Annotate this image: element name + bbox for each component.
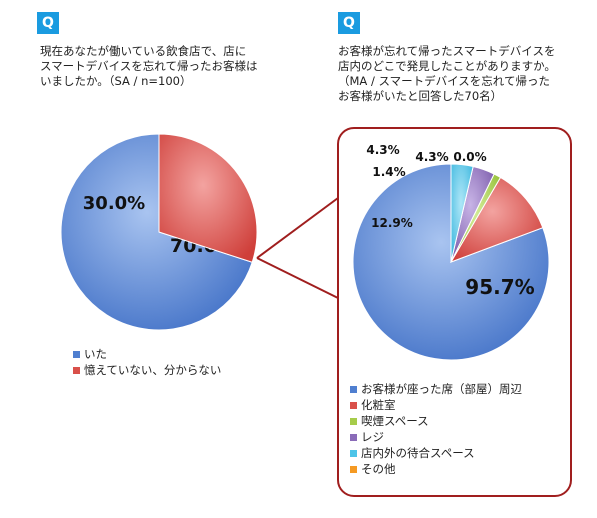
- legend-label: レジ: [361, 430, 384, 444]
- legend-item-1-3: レジ: [350, 429, 522, 445]
- legend-label: お客様が座った席（部屋）周辺: [361, 382, 522, 396]
- pie-label-1-1: 12.9%: [371, 216, 413, 230]
- legend-right: お客様が座った席（部屋）周辺 化粧室喫煙スペース レジ店内外の待合スペース その他: [350, 381, 522, 477]
- legend-item-0-0: いた: [73, 346, 221, 362]
- legend-label: いた: [84, 347, 107, 361]
- pie-label-1-4: 4.3%: [415, 150, 448, 164]
- legend-swatch: [350, 385, 357, 393]
- pie-label-0-1: 30.0%: [83, 193, 145, 214]
- legend-label: 化粧室: [361, 398, 396, 412]
- legend-label: 憶えていない、分からない: [84, 363, 222, 377]
- pie-slice-1-4: [450, 163, 474, 263]
- pie-label-1-5: 0.0%: [453, 150, 486, 164]
- legend-swatch: [350, 401, 357, 409]
- callout-connector-bottom: [256, 257, 339, 299]
- legend-item-1-5: その他: [350, 461, 522, 477]
- legend-item-1-4: 店内外の待合スペース: [350, 445, 522, 461]
- question-badge-left: Q: [37, 12, 59, 34]
- legend-swatch: [350, 417, 357, 425]
- question-text-right: お客様が忘れて帰ったスマートデバイスを 店内のどこで発見したことがありますか。 …: [338, 44, 556, 103]
- pie-label-1-0: 95.7%: [465, 275, 534, 299]
- callout-box: [337, 127, 572, 497]
- legend-item-0-1: 憶えていない、分からない: [73, 362, 221, 378]
- legend-item-1-1: 化粧室: [350, 397, 522, 413]
- legend-swatch: [73, 350, 80, 358]
- pie-slice-1-1: [449, 176, 544, 263]
- legend-label: 喫煙スペース: [361, 414, 429, 428]
- legend-swatch: [350, 433, 357, 441]
- legend-label: 店内外の待合スペース: [361, 446, 475, 460]
- legend-swatch: [73, 366, 80, 374]
- pie-slice-0-1: [158, 133, 258, 263]
- pie-chart-left: 70.0%30.0%: [60, 133, 258, 331]
- legend-label: その他: [361, 462, 396, 476]
- legend-swatch: [350, 449, 357, 457]
- pie-label-1-3: 4.3%: [366, 143, 399, 157]
- pie-label-1-2: 1.4%: [372, 165, 405, 179]
- legend-item-1-2: 喫煙スペース: [350, 413, 522, 429]
- pie-chart-right: 95.7% 12.9% 1.4% 4.3% 4.3% 0.0%: [352, 143, 550, 361]
- question-text-left: 現在あなたが働いている飲食店で、店に スマートデバイスを忘れて帰ったお客様は い…: [40, 44, 258, 88]
- question-badge-right: Q: [338, 12, 360, 34]
- callout-connector-top: [256, 197, 339, 259]
- legend-swatch: [350, 465, 357, 473]
- legend-left: いた憶えていない、分からない: [73, 346, 221, 378]
- pie-slice-0-0: [60, 133, 253, 331]
- legend-item-1-0: お客様が座った席（部屋）周辺: [350, 381, 522, 397]
